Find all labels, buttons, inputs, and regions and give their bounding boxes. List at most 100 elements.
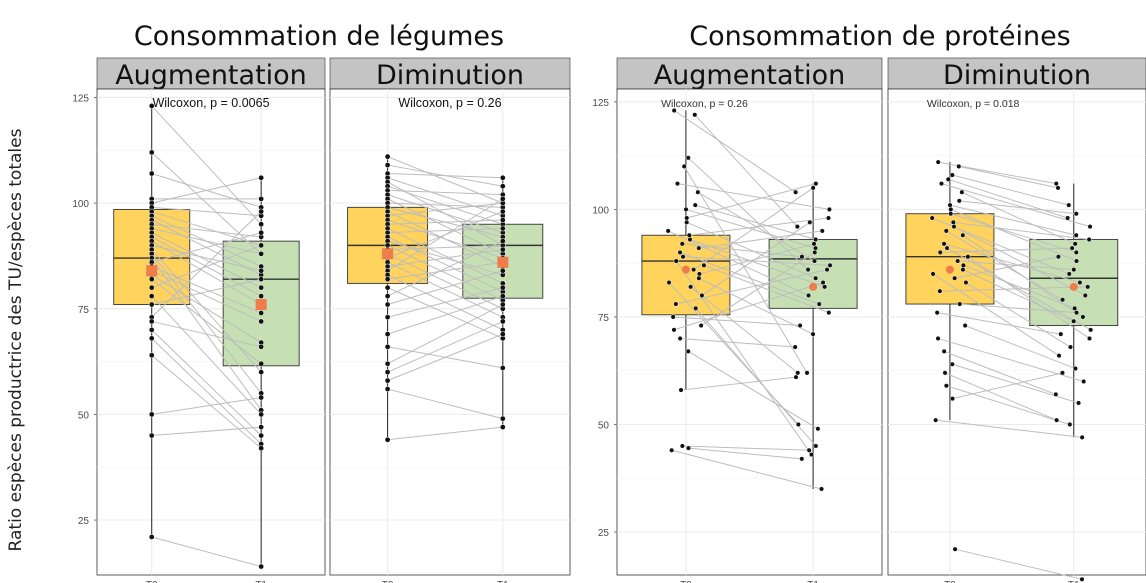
data-point: [384, 314, 391, 321]
pair-line: [387, 173, 503, 179]
data-point: [1077, 279, 1083, 286]
data-point: [1079, 576, 1085, 582]
data-point: [960, 262, 966, 268]
pair-line: [683, 166, 808, 374]
pair-line: [689, 217, 829, 236]
data-point: [384, 162, 391, 168]
data-point: [670, 314, 676, 320]
data-point: [816, 301, 822, 307]
pair-line: [679, 251, 820, 305]
data-points: [148, 103, 265, 570]
data-point: [148, 534, 155, 540]
pair-line: [695, 308, 817, 447]
x-tick-label: T1: [807, 580, 819, 583]
pair-line: [950, 213, 1077, 253]
data-point: [699, 292, 705, 298]
data-point: [681, 163, 687, 169]
data-point: [1073, 211, 1079, 217]
data-point: [826, 206, 832, 212]
pair-line: [151, 152, 262, 255]
data-point: [941, 348, 947, 354]
data-point: [696, 245, 702, 251]
pair-line: [151, 329, 262, 436]
pair-line: [693, 187, 814, 271]
data-point: [825, 215, 832, 221]
pair-line: [965, 282, 1071, 348]
pair-line: [387, 236, 504, 293]
data-point: [1080, 314, 1086, 320]
data-point: [673, 258, 679, 264]
strip-label: Augmentation: [654, 60, 846, 91]
pair-line: [387, 240, 504, 297]
wilcoxon-annotation: Wilcoxon, p = 0.26: [661, 98, 748, 110]
pair-line: [151, 278, 262, 306]
pair-line: [151, 206, 262, 217]
data-point: [671, 107, 677, 114]
pair-line: [387, 333, 503, 382]
data-point: [934, 310, 940, 316]
x-tick-label: T0: [680, 580, 692, 583]
data-point: [805, 267, 811, 273]
data-point: [1079, 434, 1085, 440]
data-point: [943, 228, 949, 234]
data-points: [665, 107, 833, 492]
data-point: [811, 258, 818, 264]
pair-line: [387, 219, 503, 259]
data-point: [1073, 310, 1080, 316]
data-point: [795, 370, 801, 376]
data-point: [499, 174, 506, 181]
data-point: [1056, 353, 1062, 359]
mean-marker: [497, 256, 509, 268]
pair-line: [387, 244, 504, 301]
data-point: [935, 335, 941, 342]
pair-line: [387, 249, 503, 267]
wilcoxon-annotation: Wilcoxon, p = 0.26: [398, 96, 501, 110]
data-point: [384, 293, 391, 299]
pair-line: [959, 200, 1077, 215]
data-point: [810, 185, 816, 191]
pair-line: [151, 105, 262, 225]
pair-line: [688, 447, 802, 460]
pair-line: [682, 445, 810, 451]
data-point: [499, 301, 506, 308]
x-tick-label: T0: [944, 580, 956, 583]
data-point: [965, 254, 971, 260]
data-point: [258, 276, 265, 283]
data-point: [810, 331, 816, 337]
pair-line: [387, 253, 504, 310]
data-point: [258, 284, 265, 291]
x-tick-label: T1: [497, 580, 509, 583]
pair-line: [151, 232, 262, 289]
strip-label: Diminution: [943, 60, 1091, 91]
pair-line: [686, 221, 816, 279]
data-point: [258, 424, 265, 430]
y-tick-label: 75: [598, 313, 610, 324]
data-point: [677, 335, 683, 342]
data-point: [827, 262, 833, 268]
data-point: [384, 276, 391, 283]
data-point: [691, 267, 697, 273]
data-point: [952, 275, 958, 281]
pair-line: [937, 312, 1061, 335]
data-point: [794, 224, 800, 230]
pair-line: [673, 110, 796, 193]
data-point: [945, 176, 951, 182]
pair-line: [944, 372, 1057, 421]
pair-line: [151, 536, 262, 568]
data-point: [1087, 224, 1093, 230]
data-point: [696, 271, 702, 277]
data-point: [680, 254, 686, 260]
data-point: [684, 219, 690, 225]
y-tick-label: 125: [72, 93, 89, 104]
data-point: [1053, 181, 1059, 187]
data-point: [688, 284, 694, 290]
data-point: [951, 224, 957, 230]
data-point: [671, 327, 677, 333]
data-point: [693, 305, 699, 311]
data-point: [930, 271, 936, 277]
strip-header: [329, 57, 571, 90]
data-point: [685, 348, 691, 354]
data-point: [804, 370, 810, 376]
data-point: [499, 365, 506, 371]
pair-line: [151, 426, 262, 437]
